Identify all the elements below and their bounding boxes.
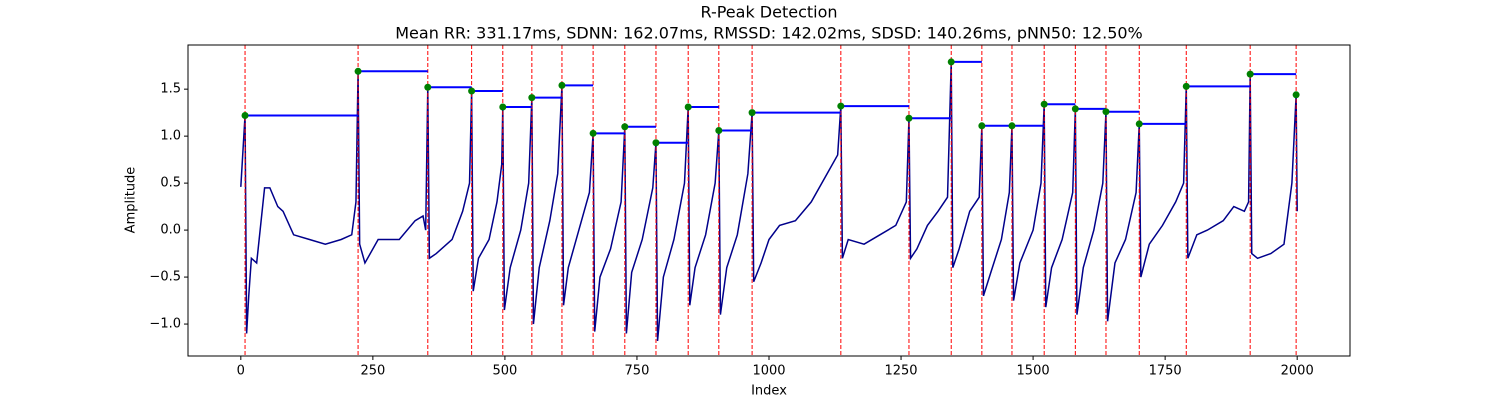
- y-tick-label: 0.0: [160, 223, 181, 238]
- peak-marker: [499, 103, 507, 111]
- y-axis-label: Amplitude: [124, 167, 139, 234]
- peak-marker: [1008, 122, 1016, 130]
- peak-marker: [1246, 70, 1254, 78]
- peak-marker: [1182, 82, 1190, 90]
- x-tick-label: 500: [492, 364, 517, 379]
- peak-marker: [354, 67, 362, 75]
- peak-marker: [621, 123, 629, 131]
- peak-marker: [1040, 100, 1048, 108]
- x-tick-label: 0: [237, 364, 245, 379]
- peak-marker: [468, 87, 476, 95]
- peak-marker: [1071, 105, 1079, 113]
- x-tick-label: 250: [360, 364, 385, 379]
- y-tick-label: 1.5: [160, 82, 181, 97]
- y-tick-label: 0.5: [160, 176, 181, 191]
- y-tick-label: −1.0: [149, 317, 181, 332]
- plot-frame: [187, 44, 1351, 357]
- x-tick-label: 1250: [884, 364, 917, 379]
- peak-marker: [748, 109, 756, 117]
- x-tick-label: 750: [625, 364, 650, 379]
- x-tick-label: 2000: [1281, 364, 1314, 379]
- x-axis-label: Index: [751, 384, 787, 399]
- peak-marker: [652, 139, 660, 147]
- peak-marker: [558, 81, 566, 89]
- peak-marker: [589, 129, 597, 137]
- chart-title: R-Peak Detection: [700, 3, 837, 22]
- y-tick-label: 1.0: [160, 129, 181, 144]
- peak-marker: [715, 127, 723, 135]
- signal-line: [240, 61, 1298, 342]
- peak-marker: [684, 103, 692, 111]
- peak-marker: [837, 102, 845, 110]
- peak-marker: [528, 94, 536, 102]
- peak-marker: [1102, 108, 1110, 116]
- x-tick-label: 1500: [1017, 364, 1050, 379]
- peak-marker: [978, 122, 986, 130]
- chart-subtitle: Mean RR: 331.17ms, SDNN: 162.07ms, RMSSD…: [395, 24, 1143, 43]
- x-tick-label: 1000: [752, 364, 785, 379]
- peak-marker: [905, 114, 913, 122]
- peak-marker: [947, 58, 955, 66]
- peak-marker: [424, 83, 432, 91]
- x-tick-label: 1750: [1149, 364, 1182, 379]
- peak-marker: [1292, 91, 1300, 99]
- peak-marker: [1135, 120, 1143, 128]
- y-tick-label: −0.5: [149, 270, 181, 285]
- peak-marker: [241, 111, 249, 119]
